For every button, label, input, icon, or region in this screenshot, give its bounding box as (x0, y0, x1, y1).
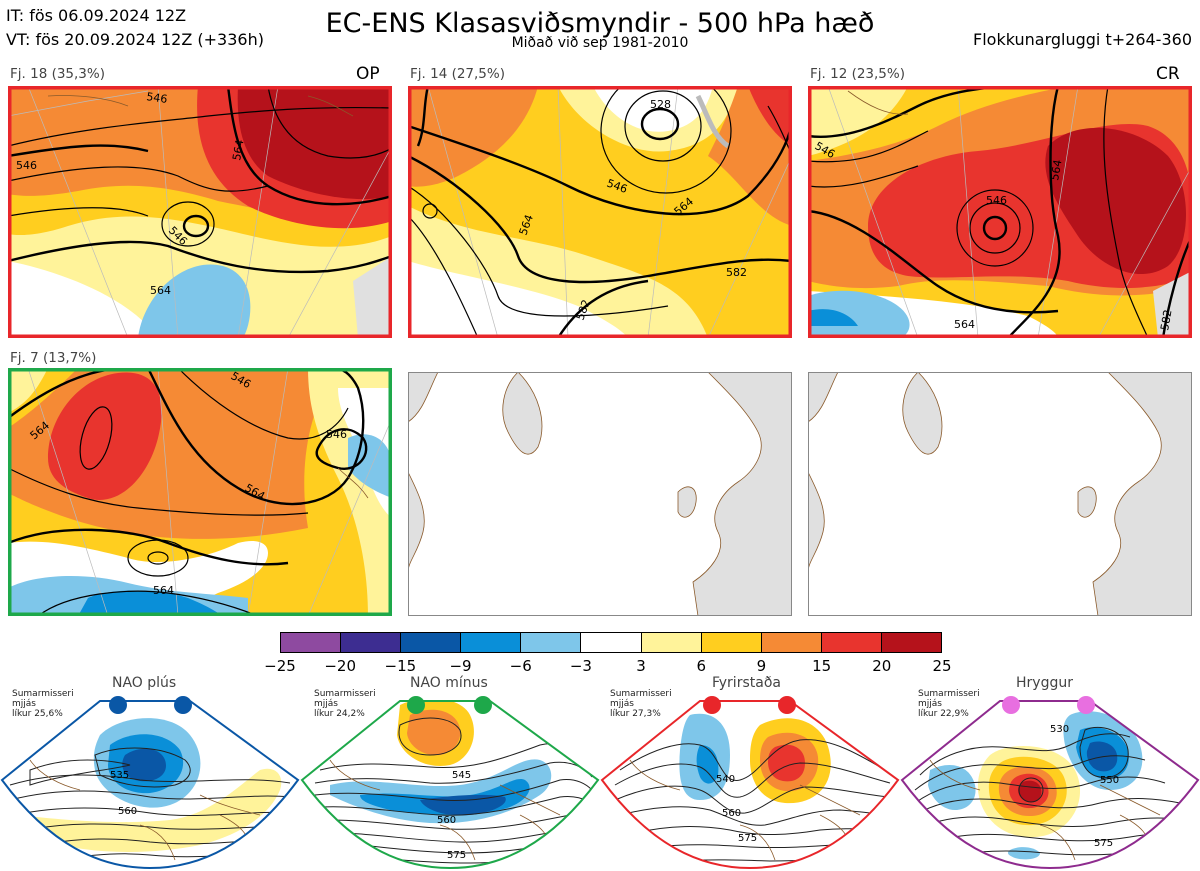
colorbar-swatch (461, 633, 522, 652)
panel-3-label: Fj. 12 (23,5%) (810, 66, 905, 82)
greenland-shape (502, 372, 543, 455)
colorbar-tick-label: −20 (324, 657, 356, 675)
regime-marker (407, 696, 425, 714)
regime-marker (474, 696, 492, 714)
title-block: EC-ENS Klasasviðsmyndir - 500 hPa hæð Mi… (0, 8, 1200, 50)
contour-label: 545 (452, 770, 471, 781)
regime-note: Sumarmisseri mjjás líkur 25,6% (12, 689, 74, 719)
panel-4-label: Fj. 7 (13,7%) (10, 350, 97, 366)
regime-note: Sumarmisseri mjjás líkur 24,2% (314, 689, 376, 719)
contour-label: 540 (716, 774, 735, 785)
colorbar-tick-label: 9 (756, 657, 767, 675)
colorbar-swatch (641, 633, 702, 652)
colorbar-tick-label: −15 (384, 657, 417, 675)
panel-1-tag: OP (356, 64, 380, 84)
run-info: IT: fös 06.09.2024 12Z VT: fös 20.09.202… (6, 4, 264, 52)
colorbar-swatch (401, 633, 462, 652)
contour-label: 560 (437, 815, 456, 826)
regime-marker (174, 696, 192, 714)
contour-label: 564 (153, 584, 174, 597)
contour-label: 535 (110, 770, 129, 781)
colorbar-swatch (881, 633, 942, 652)
greenland-shape (902, 372, 943, 455)
colorbar-swatch (701, 633, 762, 652)
contour-label: 564 (230, 139, 246, 162)
regime-ridge[interactable]: Sumarmisseri mjjás líkur 22,9% Hryggur (900, 675, 1200, 870)
regime-title: Hryggur (1016, 675, 1073, 691)
panel-3-tag: CR (1156, 64, 1180, 84)
colorbar-tick-label: 6 (696, 657, 707, 675)
colorbar-swatch (821, 633, 882, 652)
regime-title: NAO mínus (410, 675, 488, 691)
colorbar-tick-label: −9 (449, 657, 472, 675)
colorbar-swatch (281, 633, 342, 652)
europe-shape (1092, 372, 1192, 616)
page-subtitle: Miðað við sep 1981-2010 (511, 35, 689, 51)
empty-map-6 (808, 372, 1192, 616)
contour-label: 582 (726, 266, 747, 279)
europe-shape (692, 372, 792, 616)
contour-label: 530 (1050, 724, 1069, 735)
cluster-map-3[interactable]: 546 546 564 564 582 (808, 86, 1192, 338)
contour-label: 560 (118, 806, 137, 817)
regime-marker (1002, 696, 1020, 714)
regime-note: Sumarmisseri mjjás líkur 22,9% (918, 689, 980, 719)
contour-label: 575 (1094, 838, 1113, 849)
colorbar-swatch (761, 633, 822, 652)
contour-label: 546 (16, 159, 37, 172)
contour-label: 575 (738, 833, 757, 844)
cluster-map-1[interactable]: 546 546 564 546 564 (8, 86, 392, 338)
contour-label: 564 (954, 318, 975, 331)
contour-label: 546 (326, 428, 347, 441)
contour-label: 564 (150, 284, 171, 297)
contour-label: 550 (1100, 775, 1119, 786)
regime-marker (778, 696, 796, 714)
colorbar-tick-label: 15 (812, 657, 832, 675)
colorbar-tick-label: −6 (509, 657, 532, 675)
colorbar-tick-label: 20 (872, 657, 892, 675)
page-title: EC-ENS Klasasviðsmyndir - 500 hPa hæð (325, 8, 875, 39)
regime-nao-plus[interactable]: Sumarmisseri mjjás líkur 25,6% NAO plús … (0, 675, 300, 870)
contour-label: 546 (146, 90, 169, 106)
regime-marker (1077, 696, 1095, 714)
regime-title: NAO plús (112, 675, 177, 691)
colorbar-tick-label: 3 (636, 657, 646, 675)
colorbar-swatch (341, 633, 402, 652)
regime-marker (109, 696, 127, 714)
contour-label: 575 (447, 850, 466, 861)
colorbar-tick-label: 25 (932, 657, 952, 675)
panel-1-label: Fj. 18 (35,3%) (10, 66, 105, 82)
contour-label: 546 (986, 194, 1007, 207)
colorbar-swatches (280, 632, 942, 653)
panel-2-label: Fj. 14 (27,5%) (410, 66, 505, 82)
contour-label: 564 (1048, 159, 1064, 182)
contour-label: 582 (1158, 309, 1174, 332)
colorbar-tick-label: −25 (264, 657, 296, 675)
colorbar-tick-label: −3 (569, 657, 592, 675)
init-time: IT: fös 06.09.2024 12Z (6, 6, 187, 25)
classification-window: Flokkunargluggi t+264-360 (973, 30, 1192, 49)
regime-marker (703, 696, 721, 714)
contour-label: 560 (722, 808, 741, 819)
regime-nao-minus[interactable]: Sumarmisseri mjjás líkur 24,2% NAO mínus (300, 675, 600, 870)
regime-title: Fyrirstaða (712, 675, 781, 691)
cluster-map-2[interactable]: 528 546 564 564 582 582 (408, 86, 792, 338)
contour-label: 528 (650, 98, 671, 111)
colorbar-ticks: −25 −20 −15 −9 −6 −3 3 6 9 15 20 25 (264, 653, 951, 675)
cluster-map-4[interactable]: 564 546 546 564 564 (8, 368, 392, 620)
regime-blocking[interactable]: Sumarmisseri mjjás líkur 27,3% Fyrirstað… (600, 675, 900, 870)
anomaly-colorbar: −25 −20 −15 −9 −6 −3 3 6 9 15 20 25 (264, 632, 952, 680)
regime-note: Sumarmisseri mjjás líkur 27,3% (610, 689, 672, 719)
colorbar-swatch (521, 633, 582, 652)
empty-map-5 (408, 372, 792, 616)
colorbar-swatch (581, 633, 642, 652)
valid-time: VT: fös 20.09.2024 12Z (+336h) (6, 30, 264, 49)
